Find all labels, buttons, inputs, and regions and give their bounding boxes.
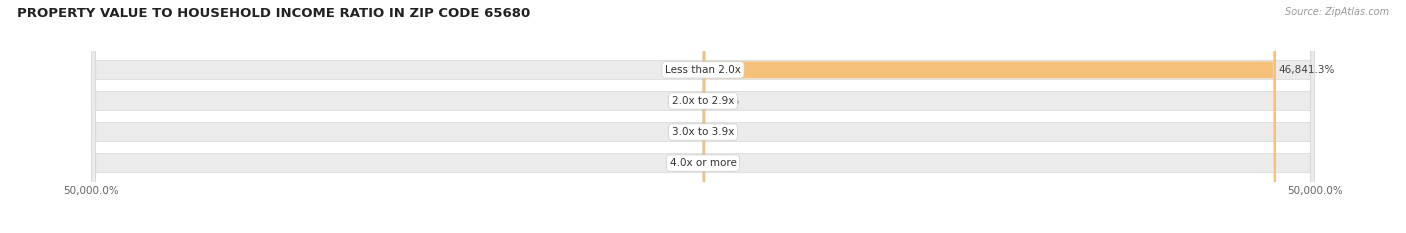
Text: 16.7%: 16.7% (706, 158, 738, 168)
Text: 71.2%: 71.2% (706, 96, 740, 106)
Text: 8.6%: 8.6% (706, 127, 733, 137)
FancyBboxPatch shape (91, 0, 1315, 233)
Text: 2.0x to 2.9x: 2.0x to 2.9x (672, 96, 734, 106)
FancyBboxPatch shape (91, 0, 1315, 233)
Text: 30.3%: 30.3% (668, 158, 700, 168)
Text: 46,841.3%: 46,841.3% (1278, 65, 1334, 75)
Text: PROPERTY VALUE TO HOUSEHOLD INCOME RATIO IN ZIP CODE 65680: PROPERTY VALUE TO HOUSEHOLD INCOME RATIO… (17, 7, 530, 20)
Text: Source: ZipAtlas.com: Source: ZipAtlas.com (1285, 7, 1389, 17)
Text: Less than 2.0x: Less than 2.0x (665, 65, 741, 75)
Text: 21.6%: 21.6% (668, 127, 700, 137)
Text: 36.2%: 36.2% (666, 65, 700, 75)
Text: 4.0x or more: 4.0x or more (669, 158, 737, 168)
FancyBboxPatch shape (703, 0, 1277, 233)
Text: 11.9%: 11.9% (668, 96, 700, 106)
FancyBboxPatch shape (91, 0, 1315, 233)
Text: 3.0x to 3.9x: 3.0x to 3.9x (672, 127, 734, 137)
FancyBboxPatch shape (91, 0, 1315, 233)
